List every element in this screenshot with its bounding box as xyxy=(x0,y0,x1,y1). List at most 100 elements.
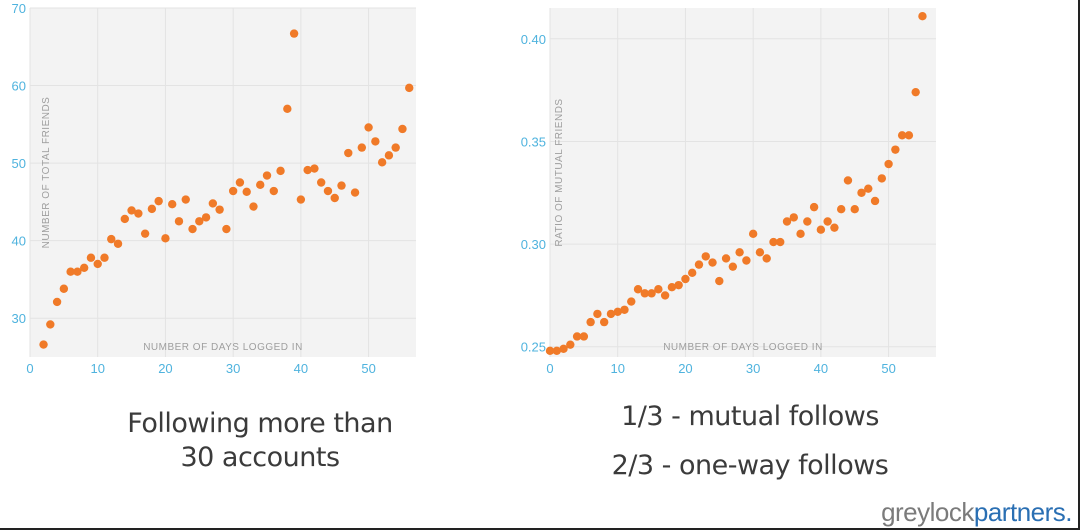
x-tick-label: 30 xyxy=(226,361,240,376)
plot-area xyxy=(550,8,936,357)
data-point xyxy=(127,206,136,215)
data-point xyxy=(195,217,204,226)
data-point xyxy=(897,131,907,140)
data-point xyxy=(667,283,677,292)
data-point xyxy=(640,289,650,298)
data-point xyxy=(222,224,231,234)
y-tick-label: 0.30 xyxy=(521,237,546,252)
logo-part-greylock: greylock xyxy=(881,497,974,527)
data-point xyxy=(762,254,771,263)
x-tick-label: 20 xyxy=(678,361,692,376)
data-point xyxy=(735,248,744,257)
x-tick-label: 0 xyxy=(546,361,553,376)
x-axis-label: NUMBER OF DAYS LOGGED IN xyxy=(143,342,303,353)
x-tick-label: 30 xyxy=(746,361,760,376)
data-point xyxy=(323,186,333,196)
data-point xyxy=(599,317,609,327)
data-point xyxy=(228,186,238,196)
data-point xyxy=(776,237,785,247)
x-tick-label: 0 xyxy=(26,361,33,376)
data-point xyxy=(174,217,184,226)
data-point xyxy=(384,151,394,160)
data-point xyxy=(836,204,846,214)
y-tick-label: 0.35 xyxy=(521,134,546,149)
data-point xyxy=(59,284,69,293)
data-point xyxy=(107,234,116,244)
data-point xyxy=(310,164,319,173)
data-point xyxy=(742,256,751,265)
data-point xyxy=(168,200,177,209)
x-tick-label: 10 xyxy=(90,361,104,376)
data-point xyxy=(755,248,765,257)
data-point xyxy=(405,83,414,93)
data-point xyxy=(911,87,920,97)
y-tick-label: 30 xyxy=(12,311,26,326)
chart-total-friends: 30 40 50 60 70 0 10 20 30 40 50 NUMBER OF DAYS LOGG… xyxy=(12,1,416,376)
data-point xyxy=(877,174,887,183)
data-point xyxy=(269,186,278,196)
data-point xyxy=(120,214,130,224)
data-point xyxy=(79,263,89,273)
data-point xyxy=(796,229,805,239)
data-point xyxy=(870,196,880,206)
data-point xyxy=(201,213,211,222)
data-point xyxy=(73,267,82,276)
data-point xyxy=(627,297,636,306)
data-point xyxy=(694,260,704,269)
data-point xyxy=(728,262,738,271)
y-axis-label: RATIO OF MUTUAL FRIENDS xyxy=(554,98,565,246)
data-point xyxy=(337,181,346,190)
caption-one-way-follows: 2/3 - one-way follows xyxy=(611,450,889,481)
data-point xyxy=(857,188,866,197)
data-point xyxy=(620,305,629,314)
data-point xyxy=(559,344,568,353)
data-point xyxy=(235,178,245,187)
data-point xyxy=(289,29,299,38)
y-tick-label: 0.40 xyxy=(521,32,546,47)
data-point xyxy=(843,176,853,185)
data-point xyxy=(398,124,407,134)
data-point xyxy=(391,143,400,152)
data-point xyxy=(140,229,150,238)
data-point xyxy=(891,145,900,154)
y-tick-label: 40 xyxy=(12,234,26,249)
data-point xyxy=(809,202,819,212)
data-point xyxy=(688,268,697,278)
data-point xyxy=(904,131,914,140)
data-point xyxy=(371,137,380,146)
data-point xyxy=(789,213,798,222)
greylock-partners-logo: greylockpartners. xyxy=(881,497,1072,528)
data-point xyxy=(769,237,778,247)
data-point xyxy=(208,199,218,208)
data-point xyxy=(552,346,561,356)
data-point xyxy=(303,165,312,175)
data-point xyxy=(647,289,656,298)
data-point xyxy=(86,253,96,262)
logo-part-partners: partners. xyxy=(973,497,1073,527)
y-tick-label: 0.25 xyxy=(521,340,546,355)
x-tick-label: 50 xyxy=(881,361,895,376)
y-tick-label: 70 xyxy=(12,1,26,16)
data-point xyxy=(283,104,292,114)
data-point xyxy=(93,259,102,269)
data-point xyxy=(39,340,48,349)
data-point xyxy=(215,205,224,214)
data-point xyxy=(864,184,873,193)
data-point xyxy=(147,204,157,214)
data-point xyxy=(364,123,373,132)
data-point xyxy=(66,267,75,276)
data-point xyxy=(674,280,683,290)
data-point xyxy=(296,195,306,204)
data-point xyxy=(262,171,272,180)
data-point xyxy=(633,285,643,294)
y-tick-label: 60 xyxy=(12,79,26,94)
y-axis-label: NUMBER OF TOTAL FRIENDS xyxy=(41,97,52,249)
data-point xyxy=(660,291,670,300)
data-point xyxy=(803,217,812,226)
data-point xyxy=(572,332,582,341)
data-point xyxy=(545,346,555,356)
data-point xyxy=(344,148,353,158)
x-tick-label: 40 xyxy=(294,361,308,376)
data-point xyxy=(249,202,258,211)
data-point xyxy=(681,274,690,284)
